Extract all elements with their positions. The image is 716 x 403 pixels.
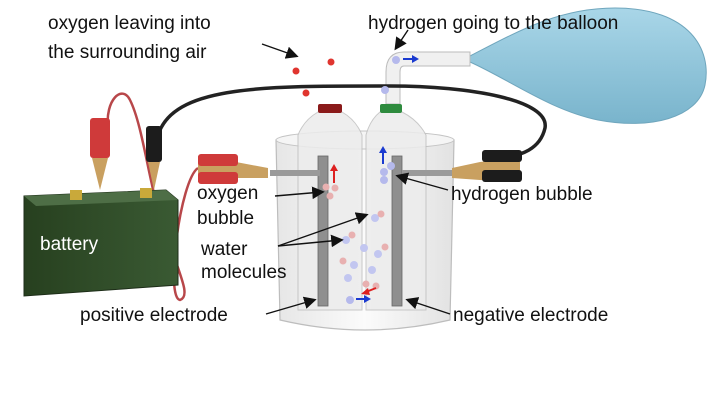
battery: battery <box>23 188 179 297</box>
pointer-oxygen-air <box>261 43 299 59</box>
balloon-tube <box>385 51 471 105</box>
hydrogen-flow-arrow <box>356 295 371 303</box>
negative-electrode <box>391 155 403 307</box>
pointer-water-1 <box>277 212 369 247</box>
battery-clip-red <box>90 118 110 190</box>
hydrogen-bubbles <box>346 56 400 304</box>
label-hydrogen-bubble: hydrogen bubble <box>451 184 593 205</box>
pointer-negative-electrode <box>405 297 451 315</box>
pointer-oxygen-bubble <box>274 186 325 200</box>
positive-electrode-arm <box>270 170 320 176</box>
oxygen-rising-arrow <box>330 164 338 183</box>
water-molecules <box>339 210 389 288</box>
label-oxygen-leaving-2: the surrounding air <box>48 42 207 63</box>
pointer-hydrogen-balloon <box>394 29 409 51</box>
battery-terminal-positive <box>70 190 82 200</box>
negative-electrode-arm <box>402 170 454 176</box>
label-positive-electrode: positive electrode <box>80 305 228 326</box>
battery-terminal-negative <box>140 188 152 198</box>
electrode-clip-red <box>198 154 268 184</box>
electrode-clip-black <box>452 150 522 182</box>
label-hydrogen-to-balloon: hydrogen going to the balloon <box>368 13 618 34</box>
oxygen-flow-arrow <box>361 287 377 295</box>
label-oxygen-bubble-2: bubble <box>197 208 254 229</box>
hydrogen-bottle-cap <box>380 104 402 113</box>
hydrogen-rising-arrow <box>379 146 387 164</box>
label-oxygen-bubble-1: oxygen <box>197 183 258 204</box>
label-water-1: water <box>200 239 248 260</box>
oxygen-bottle-cap <box>318 104 342 113</box>
label-negative-electrode: negative electrode <box>453 305 608 326</box>
oxygen-in-air <box>292 58 335 97</box>
negative-wire <box>158 84 547 160</box>
pointer-hydrogen-bubble <box>395 172 449 191</box>
battery-label: battery <box>40 234 99 255</box>
hydrogen-to-balloon-arrow <box>403 55 419 63</box>
label-water-2: molecules <box>201 262 287 283</box>
label-oxygen-leaving-1: oxygen leaving into <box>48 13 211 34</box>
pointer-water-2 <box>277 234 344 248</box>
pointer-positive-electrode <box>265 296 317 315</box>
balloon <box>469 7 707 124</box>
positive-electrode <box>317 155 329 307</box>
battery-clip-black <box>146 126 162 190</box>
oxygen-bottle <box>297 104 363 311</box>
